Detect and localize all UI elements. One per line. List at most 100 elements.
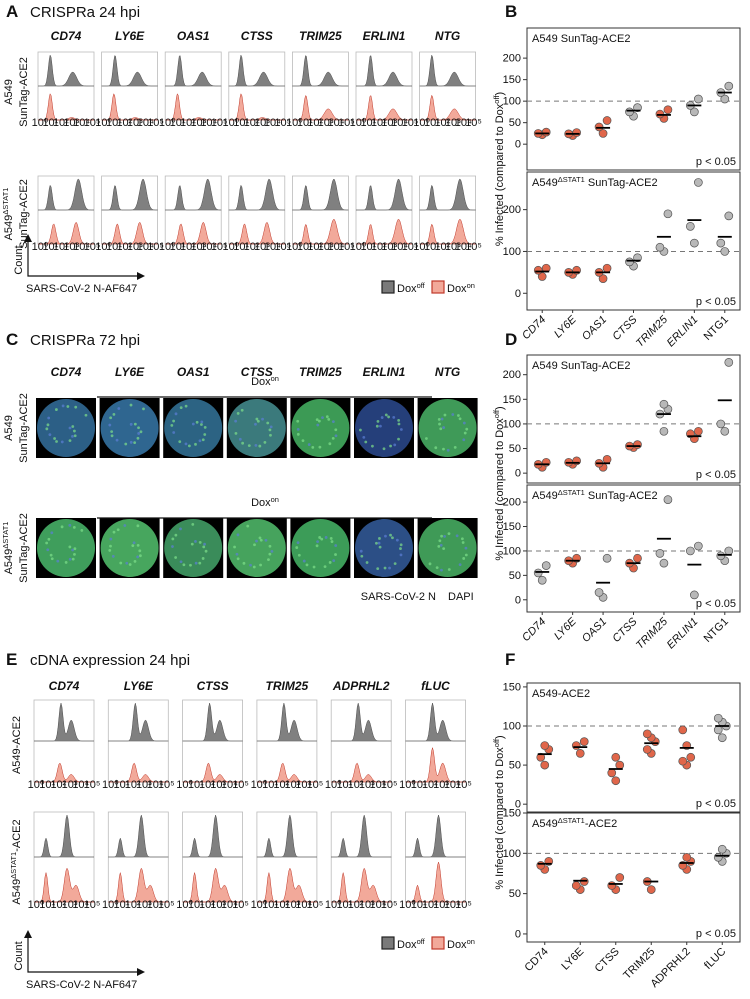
histogram-tick-label: 10³ [127, 117, 143, 129]
cell-speck [80, 529, 84, 532]
cell-speck [71, 434, 74, 438]
histogram-tick-label: 10¹ [114, 899, 130, 911]
replicate-point [646, 885, 656, 894]
text-part: SunTag-ACE2 [18, 57, 30, 127]
cell-speck [46, 548, 50, 552]
column-header: fLUC [421, 679, 450, 693]
histogram-tick-label: 10⁰ [95, 241, 112, 253]
cell-speck [111, 554, 115, 558]
histogram-tick-label: 10² [307, 117, 323, 129]
superscript: ΔSTAT1 [1, 522, 10, 549]
histogram-dox-on [165, 221, 222, 245]
histogram-tick-label: 10⁵ [84, 779, 101, 791]
histogram-tick-label: 10² [53, 241, 69, 253]
column-header: LY6E [115, 365, 145, 379]
superscript: ΔSTAT1 [558, 488, 585, 497]
cell-speck [259, 563, 262, 567]
histogram-tick-label: 10⁰ [286, 241, 303, 253]
cell-speck [397, 418, 401, 422]
superscript: off [492, 95, 501, 104]
cell-speck [437, 417, 441, 421]
cell-speck [307, 443, 311, 446]
histogram-tick-label: 10⁵ [338, 241, 355, 253]
histogram-tick-label: 10² [273, 899, 289, 911]
axis-arrow [27, 932, 143, 973]
histogram-tick-label: 10³ [445, 241, 461, 253]
text-part: Dox [397, 283, 417, 295]
histogram-tick-label: 10⁵ [147, 241, 164, 253]
y-tick-label: 200 [503, 497, 521, 509]
cell-speck [182, 563, 186, 567]
replicate-point [540, 760, 550, 770]
replicate-point [682, 852, 692, 862]
cell-speck [170, 423, 174, 427]
cell-speck [112, 530, 116, 534]
superscript: ΔSTAT1 [558, 175, 585, 184]
histogram-tick-label: 10³ [381, 117, 397, 129]
histogram-tick-label: 10³ [190, 117, 206, 129]
cell-speck [194, 540, 197, 543]
cell-speck [129, 440, 133, 444]
histogram-tick-label: 10³ [359, 899, 375, 911]
replicate-point [686, 752, 696, 762]
replicate-point [717, 844, 727, 854]
dox-label: Doxon [251, 495, 279, 510]
replicate-point [575, 749, 585, 758]
histogram-tick-label: 10⁵ [158, 779, 175, 791]
cell-speck [55, 440, 58, 443]
row-label: A549 [3, 415, 15, 441]
histogram-tick-label: 10⁴ [147, 779, 164, 791]
y-tick-label: 150 [503, 521, 521, 533]
histogram-tick-label: 10⁰ [350, 241, 367, 253]
replicate-point [633, 103, 642, 112]
cell-speck [55, 408, 58, 411]
y-axis-label: % Infected (compared to Doxoff) [492, 406, 507, 560]
cell-speck [191, 422, 195, 426]
cell-speck [329, 537, 333, 540]
column-header: CD74 [51, 365, 82, 379]
cell-speck [236, 557, 240, 561]
significance-note: p < 0.05 [696, 469, 736, 481]
cell-speck [234, 419, 238, 423]
replicate-point [720, 247, 730, 256]
cell-speck [399, 543, 403, 547]
text-part: A549 SunTag-ACE2 [532, 360, 630, 372]
cell-speck [71, 557, 75, 561]
histogram-tick-label: 10² [422, 899, 438, 911]
cell-speck [68, 545, 72, 549]
cell-speck [266, 421, 270, 425]
histogram-tick-label: 10⁴ [73, 117, 90, 129]
cell-speck [259, 538, 263, 542]
replicate-point [611, 752, 621, 762]
histogram-tick-label: 10¹ [411, 779, 427, 791]
histogram-tick-label: 10¹ [114, 779, 130, 791]
replicate-point [598, 274, 608, 283]
cell-speck [45, 541, 49, 545]
histogram-tick-label: 10⁰ [159, 241, 176, 253]
histogram-tick-label: 10¹ [297, 241, 313, 253]
legend-label: Doxoff [397, 281, 426, 296]
microscopy-image [291, 519, 350, 577]
legend-label: Doxon [447, 281, 475, 296]
panel-letter: A [6, 2, 18, 21]
histogram-tick-label: 10⁵ [381, 899, 398, 911]
histogram-tick-label: 10⁴ [370, 779, 387, 791]
histogram-tick-label: 10⁵ [402, 241, 419, 253]
replicate-point [602, 263, 612, 273]
microscopy-image [100, 519, 159, 577]
column-header: NTG [435, 29, 460, 43]
cell-speck [203, 542, 206, 546]
column-header: TRIM25 [299, 365, 342, 379]
histogram-tick-label: 10¹ [360, 117, 376, 129]
cell-speck [129, 403, 133, 407]
histogram-tick-label: 10⁰ [95, 117, 112, 129]
replicate-point [533, 568, 543, 578]
histogram-tick-label: 10⁵ [211, 241, 228, 253]
replicate-point [602, 116, 612, 125]
histogram-dox-on [228, 221, 285, 245]
histogram-tick-label: 10⁵ [274, 241, 291, 253]
stain-label: SARS-CoV-2 N [361, 591, 436, 603]
cell-speck [194, 561, 198, 565]
replicate-point [686, 222, 695, 231]
